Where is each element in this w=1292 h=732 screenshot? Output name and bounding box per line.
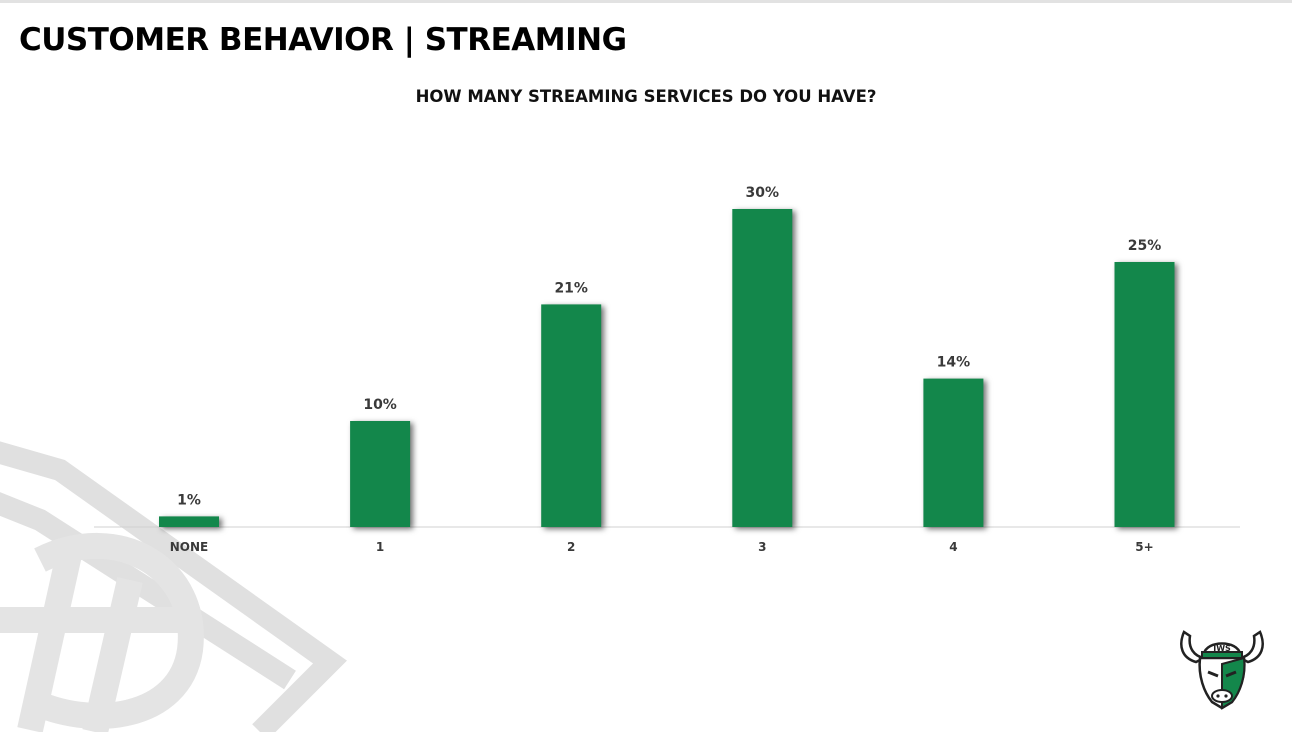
x-tick-label: 1 <box>376 540 384 554</box>
x-tick-label: NONE <box>170 540 208 554</box>
data-label: 1% <box>177 492 201 508</box>
x-tick-label: 3 <box>758 540 766 554</box>
bar-none <box>159 516 219 527</box>
data-label: 25% <box>1128 238 1162 254</box>
page-title: CUSTOMER BEHAVIOR | STREAMING <box>19 22 627 58</box>
data-label: 30% <box>746 185 780 201</box>
bar-2 <box>541 304 602 527</box>
bar-4 <box>923 378 984 527</box>
x-tick-label: 5+ <box>1135 540 1153 554</box>
watermark-logo-icon <box>0 441 347 732</box>
data-label: 21% <box>554 280 588 296</box>
data-label: 14% <box>937 355 971 371</box>
top-border <box>0 0 1292 3</box>
bar-1 <box>350 421 411 527</box>
bar-3 <box>732 209 793 527</box>
bar-5-plus <box>1114 262 1175 527</box>
x-tick-label: 4 <box>949 540 957 554</box>
chart-title: HOW MANY STREAMING SERVICES DO YOU HAVE? <box>415 87 877 106</box>
data-label: 10% <box>363 397 397 413</box>
logo-text: JWS <box>1212 644 1231 653</box>
bull-logo-icon: JWS <box>1180 630 1264 710</box>
x-tick-label: 2 <box>567 540 575 554</box>
